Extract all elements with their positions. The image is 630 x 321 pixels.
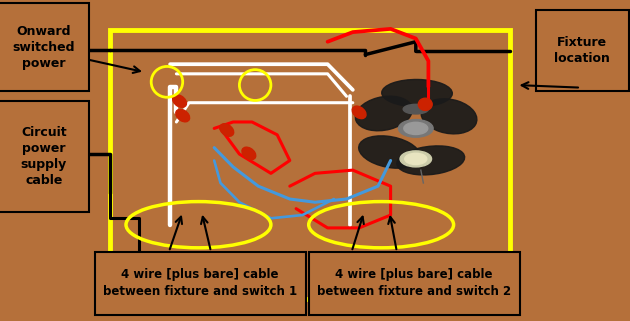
Ellipse shape (352, 106, 366, 118)
FancyBboxPatch shape (309, 252, 520, 315)
Ellipse shape (400, 151, 432, 167)
Ellipse shape (220, 124, 234, 136)
FancyBboxPatch shape (536, 10, 629, 91)
Ellipse shape (399, 119, 433, 137)
FancyBboxPatch shape (0, 101, 89, 212)
Ellipse shape (404, 122, 428, 134)
Text: 4 wire [plus bare] cable
between fixture and switch 2: 4 wire [plus bare] cable between fixture… (317, 268, 512, 298)
Ellipse shape (358, 136, 420, 168)
Text: 4 wire [plus bare] cable
between fixture and switch 1: 4 wire [plus bare] cable between fixture… (103, 268, 297, 298)
Ellipse shape (382, 80, 452, 107)
Text: Fixture
location: Fixture location (554, 36, 610, 65)
Ellipse shape (403, 104, 428, 114)
Ellipse shape (173, 95, 186, 107)
Ellipse shape (397, 146, 465, 175)
Ellipse shape (421, 99, 477, 134)
Text: Circuit
power
supply
cable: Circuit power supply cable (21, 126, 67, 187)
FancyBboxPatch shape (94, 252, 306, 315)
Ellipse shape (242, 147, 256, 160)
Ellipse shape (418, 98, 432, 110)
FancyBboxPatch shape (0, 3, 89, 91)
Text: Onward
switched
power: Onward switched power (13, 25, 75, 70)
Ellipse shape (176, 109, 190, 122)
Ellipse shape (355, 96, 412, 131)
Ellipse shape (405, 153, 427, 165)
